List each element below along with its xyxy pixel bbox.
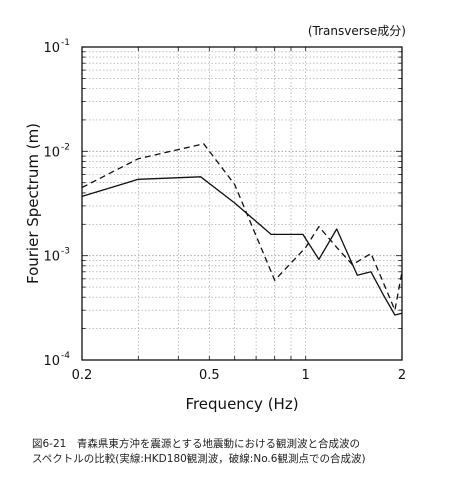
x-tick-labels: 0.2 0.5 1 2 [72,368,406,383]
x-tick-label: 1 [302,368,310,383]
x-tick-label: 2 [398,368,406,383]
y-tick-label-exponent: -2 [61,142,70,152]
x-tick-label: 0.5 [199,368,220,383]
x-axis-label: Frequency (Hz) [185,395,298,413]
series-line-solid [81,176,403,316]
plot-frame [81,46,403,361]
y-tick-labels: 10-410-310-210-1 [43,38,70,369]
caption-line-2: スペクトルの比較(実線:HKD180観測波，破線:No.6観測点での合成波) [32,453,366,465]
component-label: (Transverse成分) [308,24,406,38]
y-tick-label-base: 10 [43,41,60,56]
caption-line-1: 図6-21 青森県東方沖を震源とする地震動における観測波と合成波の [32,438,361,450]
y-tick-label-base: 10 [43,250,60,265]
figure-caption: 図6-21 青森県東方沖を震源とする地震動における観測波と合成波の スペクトルの… [32,437,447,467]
y-tick-label-exponent: -3 [61,247,70,257]
series-line-dashed [81,143,403,311]
x-tick-label: 0.2 [72,368,93,383]
y-tick-label-exponent: -1 [61,38,70,48]
y-axis-label: Fourier Spectrum (m) [24,123,42,284]
series-lines [81,143,403,316]
axis-ticks [82,47,402,360]
y-tick-label-base: 10 [43,354,60,369]
y-tick-label-base: 10 [43,145,60,160]
y-tick-label-exponent: -4 [61,351,70,361]
